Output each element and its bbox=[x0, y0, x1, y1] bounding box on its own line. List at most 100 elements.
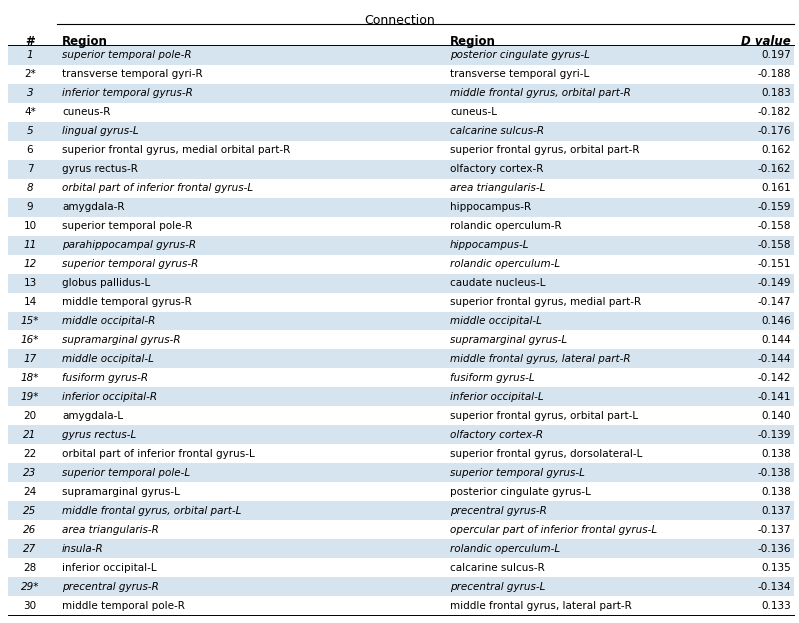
Text: middle frontal gyrus, orbital part-L: middle frontal gyrus, orbital part-L bbox=[62, 506, 241, 516]
Text: inferior temporal gyrus-R: inferior temporal gyrus-R bbox=[62, 88, 193, 98]
Text: 16*: 16* bbox=[21, 335, 39, 345]
Text: opercular part of inferior frontal gyrus-L: opercular part of inferior frontal gyrus… bbox=[450, 525, 657, 535]
Text: lingual gyrus-L: lingual gyrus-L bbox=[62, 126, 138, 136]
Text: -0.138: -0.138 bbox=[757, 468, 791, 478]
Bar bbox=[8, 464, 794, 482]
Text: -0.137: -0.137 bbox=[757, 525, 791, 535]
Text: 10: 10 bbox=[23, 221, 37, 231]
Text: 25: 25 bbox=[23, 506, 37, 516]
Text: 8: 8 bbox=[26, 183, 34, 193]
Text: 14: 14 bbox=[23, 297, 37, 307]
Text: 18*: 18* bbox=[21, 373, 39, 383]
Bar bbox=[8, 520, 794, 539]
Bar bbox=[8, 197, 794, 217]
Text: 21: 21 bbox=[23, 430, 37, 440]
Text: parahippocampal gyrus-R: parahippocampal gyrus-R bbox=[62, 240, 196, 250]
Text: middle occipital-L: middle occipital-L bbox=[450, 316, 542, 326]
Text: superior frontal gyrus, orbital part-L: superior frontal gyrus, orbital part-L bbox=[450, 411, 638, 421]
Text: 3: 3 bbox=[26, 88, 34, 98]
Text: gyrus rectus-R: gyrus rectus-R bbox=[62, 164, 138, 174]
Bar bbox=[8, 122, 794, 141]
Text: -0.176: -0.176 bbox=[757, 126, 791, 136]
Text: 0.133: 0.133 bbox=[761, 601, 791, 611]
Text: superior frontal gyrus, dorsolateral-L: superior frontal gyrus, dorsolateral-L bbox=[450, 449, 642, 459]
Text: 0.197: 0.197 bbox=[761, 50, 791, 60]
Bar bbox=[8, 596, 794, 615]
Bar bbox=[8, 312, 794, 330]
Bar bbox=[8, 217, 794, 235]
Text: -0.136: -0.136 bbox=[757, 544, 791, 554]
Text: D value: D value bbox=[741, 35, 791, 48]
Text: Region: Region bbox=[62, 35, 108, 48]
Bar bbox=[8, 426, 794, 444]
Text: 22: 22 bbox=[23, 449, 37, 459]
Bar bbox=[8, 482, 794, 501]
Text: orbital part of inferior frontal gyrus-L: orbital part of inferior frontal gyrus-L bbox=[62, 449, 255, 459]
Text: 13: 13 bbox=[23, 278, 37, 288]
Text: rolandic operculum-L: rolandic operculum-L bbox=[450, 544, 560, 554]
Bar bbox=[8, 330, 794, 350]
Text: precentral gyrus-R: precentral gyrus-R bbox=[450, 506, 547, 516]
Text: superior temporal pole-L: superior temporal pole-L bbox=[62, 468, 190, 478]
Text: inferior occipital-L: inferior occipital-L bbox=[62, 563, 157, 573]
Text: 1: 1 bbox=[26, 50, 34, 60]
Text: -0.158: -0.158 bbox=[757, 221, 791, 231]
Text: hippocampus-L: hippocampus-L bbox=[450, 240, 530, 250]
Text: 5: 5 bbox=[26, 126, 34, 136]
Text: 20: 20 bbox=[23, 411, 37, 421]
Text: precentral gyrus-L: precentral gyrus-L bbox=[450, 581, 546, 592]
Text: globus pallidus-L: globus pallidus-L bbox=[62, 278, 150, 288]
Text: middle frontal gyrus, orbital part-R: middle frontal gyrus, orbital part-R bbox=[450, 88, 631, 98]
Text: 19*: 19* bbox=[21, 392, 39, 402]
Bar bbox=[8, 539, 794, 558]
Bar bbox=[8, 577, 794, 596]
Text: superior temporal gyrus-L: superior temporal gyrus-L bbox=[450, 468, 585, 478]
Text: -0.159: -0.159 bbox=[757, 202, 791, 212]
Text: supramarginal gyrus-R: supramarginal gyrus-R bbox=[62, 335, 181, 345]
Text: 7: 7 bbox=[26, 164, 34, 174]
Text: -0.147: -0.147 bbox=[757, 297, 791, 307]
Text: 28: 28 bbox=[23, 563, 37, 573]
Text: insula-R: insula-R bbox=[62, 544, 104, 554]
Text: 0.138: 0.138 bbox=[761, 487, 791, 497]
Bar bbox=[8, 84, 794, 103]
Text: -0.149: -0.149 bbox=[757, 278, 791, 288]
Text: middle frontal gyrus, lateral part-R: middle frontal gyrus, lateral part-R bbox=[450, 601, 632, 611]
Text: 24: 24 bbox=[23, 487, 37, 497]
Text: 4*: 4* bbox=[24, 107, 36, 117]
Bar bbox=[8, 46, 794, 65]
Text: -0.188: -0.188 bbox=[757, 69, 791, 80]
Text: area triangularis-R: area triangularis-R bbox=[62, 525, 159, 535]
Bar bbox=[8, 255, 794, 273]
Text: 29*: 29* bbox=[21, 581, 39, 592]
Text: transverse temporal gyri-R: transverse temporal gyri-R bbox=[62, 69, 203, 80]
Text: superior frontal gyrus, medial orbital part-R: superior frontal gyrus, medial orbital p… bbox=[62, 145, 290, 155]
Text: middle temporal pole-R: middle temporal pole-R bbox=[62, 601, 185, 611]
Text: inferior occipital-L: inferior occipital-L bbox=[450, 392, 543, 402]
Text: middle temporal gyrus-R: middle temporal gyrus-R bbox=[62, 297, 192, 307]
Text: hippocampus-R: hippocampus-R bbox=[450, 202, 531, 212]
Bar bbox=[8, 293, 794, 312]
Text: -0.142: -0.142 bbox=[757, 373, 791, 383]
Bar bbox=[8, 103, 794, 122]
Text: -0.139: -0.139 bbox=[757, 430, 791, 440]
Text: middle occipital-L: middle occipital-L bbox=[62, 354, 154, 364]
Text: fusiform gyrus-L: fusiform gyrus-L bbox=[450, 373, 535, 383]
Text: 12: 12 bbox=[23, 259, 37, 269]
Bar bbox=[8, 235, 794, 255]
Text: olfactory cortex-R: olfactory cortex-R bbox=[450, 164, 543, 174]
Text: superior temporal gyrus-R: superior temporal gyrus-R bbox=[62, 259, 198, 269]
Bar bbox=[8, 160, 794, 179]
Bar bbox=[8, 388, 794, 406]
Text: 0.183: 0.183 bbox=[761, 88, 791, 98]
Text: 0.138: 0.138 bbox=[761, 449, 791, 459]
Text: superior frontal gyrus, orbital part-R: superior frontal gyrus, orbital part-R bbox=[450, 145, 639, 155]
Text: rolandic operculum-L: rolandic operculum-L bbox=[450, 259, 560, 269]
Text: 17: 17 bbox=[23, 354, 37, 364]
Text: gyrus rectus-L: gyrus rectus-L bbox=[62, 430, 137, 440]
Text: 2*: 2* bbox=[24, 69, 36, 80]
Text: inferior occipital-R: inferior occipital-R bbox=[62, 392, 157, 402]
Text: cuneus-R: cuneus-R bbox=[62, 107, 110, 117]
Text: calcarine sulcus-R: calcarine sulcus-R bbox=[450, 126, 544, 136]
Text: Connection: Connection bbox=[364, 14, 435, 27]
